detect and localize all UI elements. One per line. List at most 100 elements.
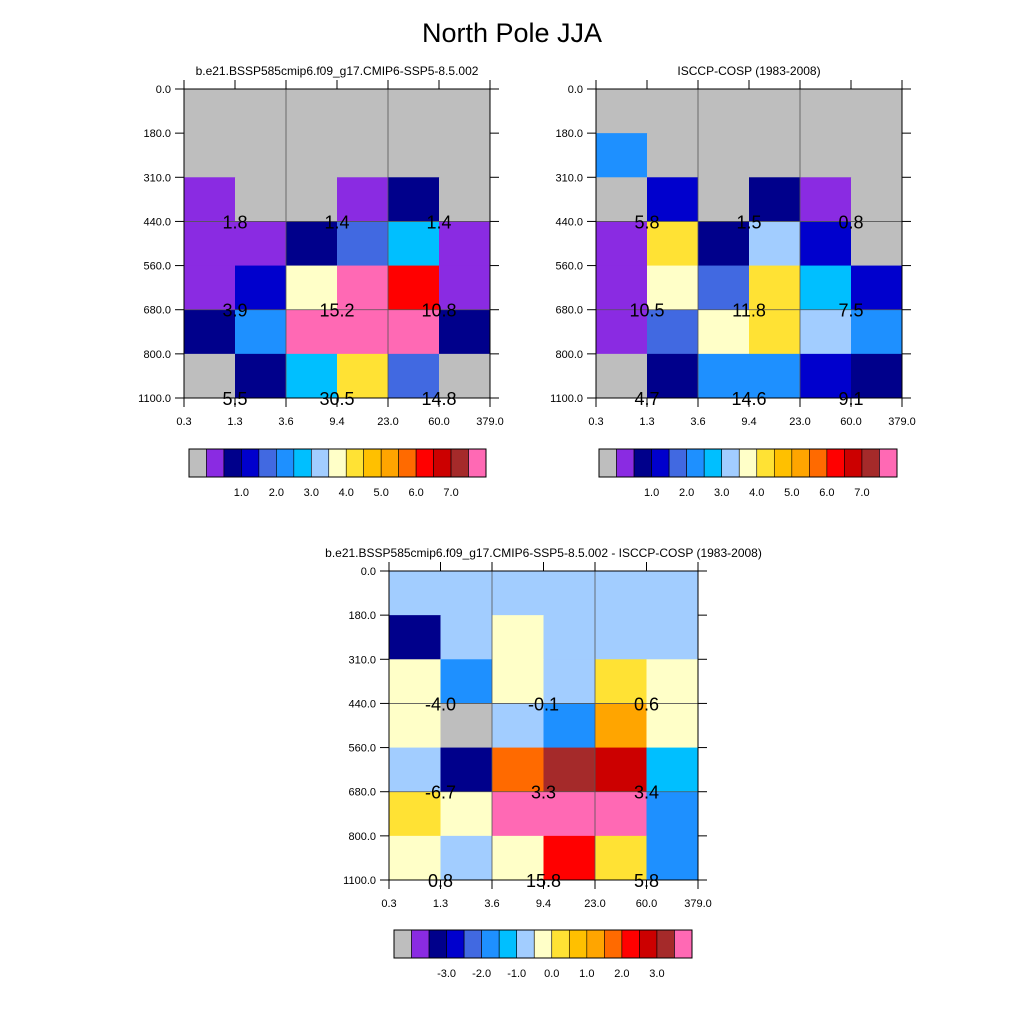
x-tick-label: 379.0 [476, 416, 504, 428]
heatmap-cell [646, 791, 699, 837]
heatmap-cell [389, 747, 441, 793]
heatmap-cell [388, 221, 440, 267]
heatmap-cell [749, 221, 801, 267]
heatmap-cell [439, 265, 491, 311]
heatmap-cell [543, 791, 596, 837]
colorbar-label: 6.0 [819, 487, 834, 499]
x-tick-label: 0.3 [588, 416, 603, 428]
colorbar-label: 4.0 [339, 487, 354, 499]
heatmap-cell [800, 133, 852, 178]
heatmap-cell [596, 89, 648, 134]
cell-value-label: 7.5 [838, 301, 863, 321]
cell-value-label: 3.4 [634, 783, 659, 803]
heatmap-cell [235, 265, 287, 311]
colorbar-label: 5.0 [784, 487, 799, 499]
colorbar-swatch [586, 929, 605, 959]
colorbar-swatch [310, 448, 330, 478]
cell-value-label: 3.3 [531, 783, 556, 803]
x-tick-label: 60.0 [428, 416, 449, 428]
heatmap-cell [337, 353, 389, 399]
colorbar-swatch [498, 929, 518, 959]
heatmap-cell [439, 309, 491, 355]
heatmap-cell [286, 309, 338, 355]
heatmap-cell [596, 265, 648, 311]
y-tick-label: 0.0 [361, 566, 376, 578]
cell-value-label: 11.8 [732, 301, 766, 321]
heatmap-cell [595, 835, 647, 881]
x-tick-label: 379.0 [888, 416, 916, 428]
y-tick-label: 1100.0 [343, 875, 376, 887]
x-tick-label: 9.4 [536, 898, 551, 910]
heatmap-cell [595, 703, 647, 749]
colorbar-label: 7.0 [443, 487, 458, 499]
heatmap-cell [286, 265, 338, 311]
cell-value-label: 9.1 [838, 389, 863, 409]
cell-value-label: -6.7 [425, 783, 456, 803]
cell-value-label: 15.8 [526, 871, 561, 891]
x-tick-label: 1.3 [433, 898, 448, 910]
colorbar-swatch [686, 448, 705, 478]
cell-value-label: 1.8 [222, 212, 247, 232]
cell-value-label: -0.1 [528, 694, 559, 714]
colorbar-swatch [861, 448, 880, 478]
heatmap-cell [596, 133, 648, 178]
heatmap-cell [596, 177, 648, 222]
heatmap-cell [286, 221, 338, 267]
colorbar-swatch [223, 448, 242, 478]
cell-value-label: -4.0 [425, 694, 456, 714]
heatmap-cell [851, 133, 903, 178]
heatmap-cell [749, 177, 801, 222]
colorbar-swatch [604, 929, 623, 959]
cell-value-label: 10.5 [629, 301, 664, 321]
colorbar-swatch [328, 448, 347, 478]
x-tick-label: 23.0 [377, 416, 398, 428]
cell-value-label: 5.8 [634, 871, 659, 891]
heatmap-cell [647, 221, 699, 267]
x-tick-label: 60.0 [636, 898, 657, 910]
heatmap-cell [184, 353, 236, 399]
colorbar-label: 3.0 [649, 968, 664, 980]
colorbar-swatch [809, 448, 828, 478]
y-tick-label: 800.0 [143, 349, 171, 361]
colorbar-label: 1.0 [234, 487, 249, 499]
heatmap-cell [286, 89, 338, 134]
x-tick-label: 9.4 [329, 416, 344, 428]
x-tick-label: 60.0 [840, 416, 861, 428]
heatmap-cell [440, 659, 493, 704]
heatmap-cell [543, 703, 596, 749]
heatmap-cell [492, 615, 544, 660]
cell-value-label: 30.5 [319, 389, 354, 409]
y-tick-label: 680.0 [348, 787, 376, 799]
heatmap-cell [337, 309, 389, 355]
cell-value-label: 15.2 [319, 301, 354, 321]
colorbar-frame [598, 448, 898, 478]
x-tick-label: 1.3 [227, 416, 242, 428]
colorbar-swatch [380, 448, 399, 478]
colorbar-swatch [879, 448, 898, 478]
heatmap-cell [647, 309, 699, 355]
heatmap-cell [596, 309, 648, 355]
heatmap-cell [543, 747, 596, 793]
heatmap-cell [439, 89, 491, 134]
colorbar-swatch [241, 448, 260, 478]
heatmap-cell [184, 177, 236, 222]
heatmap-cell [388, 353, 440, 399]
heatmap-cell [646, 747, 699, 793]
heatmap-cell [595, 615, 647, 660]
heatmap-cell [596, 221, 648, 267]
colorbar-swatch [651, 448, 670, 478]
colorbar-swatch [481, 929, 500, 959]
heatmap-cell [389, 703, 441, 749]
heatmap-cell [235, 177, 287, 222]
cell-value-label: 0.8 [428, 871, 453, 891]
colorbar-swatch [844, 448, 863, 478]
heatmap-cell [595, 791, 647, 837]
x-tick-label: 23.0 [789, 416, 810, 428]
colorbar-label: 7.0 [854, 487, 869, 499]
heatmap-cell [698, 177, 750, 222]
heatmap-cell [851, 353, 903, 399]
y-tick-label: 560.0 [555, 261, 583, 273]
heatmap-cell [184, 133, 236, 178]
colorbar-label: 1.0 [579, 968, 594, 980]
cell-value-label: 0.8 [838, 212, 863, 232]
